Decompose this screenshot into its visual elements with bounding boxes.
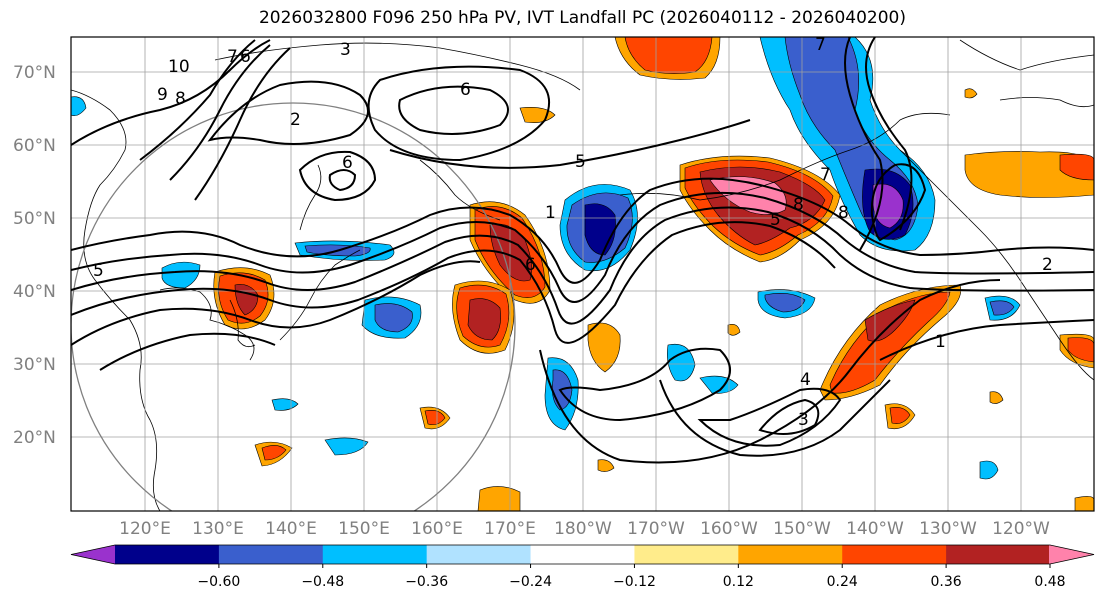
contour-label: 6 [240,47,251,67]
lon-label: 150°E [338,519,390,539]
colorbar-segment [530,545,635,564]
lat-label: 70°N [13,63,56,83]
colorbar [70,544,1095,565]
contour-label: 7 [815,35,826,55]
lon-label: 140°W [846,519,904,539]
lon-label: 130°E [192,519,244,539]
lat-label: 30°N [13,355,56,375]
lon-label: 170°W [627,519,685,539]
colorbar-tick-label: −0.60 [197,574,240,590]
lat-label: 60°N [13,136,56,156]
lon-label: 150°W [773,519,831,539]
colorbar-segment [842,545,947,564]
contour-label: 1 [545,203,556,223]
contour-label: 8 [175,89,186,109]
contour-label: 3 [340,40,351,60]
colorbar-tick-label: 0.36 [931,574,962,590]
lon-label: 120°W [992,519,1050,539]
latitude-labels: 70°N 60°N 50°N 40°N 30°N 20°N [13,63,56,448]
colorbar-segment [115,545,220,564]
colorbar-segment [426,545,532,564]
colorbar-outline [70,544,1095,565]
contour-label: 2 [290,110,301,130]
colorbar-tick-label: −0.48 [301,574,344,590]
contour-label: 6 [525,255,536,275]
colorbar-segment [738,545,843,564]
colorbar-tick-label: −0.24 [509,574,552,590]
pv-contours [71,37,1094,464]
contour-label: 2 [1042,255,1053,275]
lon-label: 160°W [700,519,758,539]
colorbar-extend-low [71,545,116,564]
contour-label: 6 [460,80,471,100]
contour-label: 7 [820,165,831,185]
contour-label: 7 [227,47,238,67]
contour-label: 6 [342,153,353,173]
contour-label: 5 [770,210,781,230]
colorbar-tick-label: −0.12 [613,574,656,590]
colorbar-tick-label: −0.36 [405,574,448,590]
colorbar-tick-label: 0.24 [827,574,858,590]
contour-label: 1 [935,332,946,352]
pv-anomaly-shading [71,37,1094,511]
lon-label: 140°E [265,519,317,539]
colorbar-segment [634,545,739,564]
contour-label: 3 [798,410,809,430]
map-frame [70,36,1095,512]
colorbar-tick-label: 0.12 [723,574,754,590]
contour-label: 4 [800,370,811,390]
landfall-region-circle [71,102,516,511]
lon-label: 120°E [119,519,171,539]
lat-label: 50°N [13,209,56,229]
colorbar-segment [946,545,1051,564]
colorbar-ticks: −0.60 −0.48 −0.36 −0.24 −0.12 0.12 0.24 0.36 0.4… [197,564,1066,590]
longitude-labels: 120°E 130°E 140°E 150°E 160°E 170°E 180°… [119,519,1050,539]
colorbar-extend-high [1049,545,1094,564]
lon-label: 130°W [919,519,977,539]
colorbar-tick-label: 0.48 [1034,574,1065,590]
colorbar-segment [322,545,428,564]
lat-label: 20°N [13,428,56,448]
contour-labels: 10 9 8 7 6 3 2 6 6 5 5 5 7 1 8 6 2 1 4 3… [93,35,1053,430]
lat-label: 40°N [13,282,56,302]
contour-label: 9 [157,85,168,105]
contour-label: 5 [93,261,104,281]
lon-label: 180°W [554,519,612,539]
contour-label: 8 [793,195,804,215]
lon-label: 160°E [411,519,463,539]
contour-label: 10 [168,57,190,77]
lon-label: 170°E [484,519,536,539]
map-title: 2026032800 F096 250 hPa PV, IVT Landfall… [258,8,906,28]
contour-label: 8 [838,203,849,223]
contour-label: 5 [575,152,586,172]
colorbar-segment [218,545,324,564]
